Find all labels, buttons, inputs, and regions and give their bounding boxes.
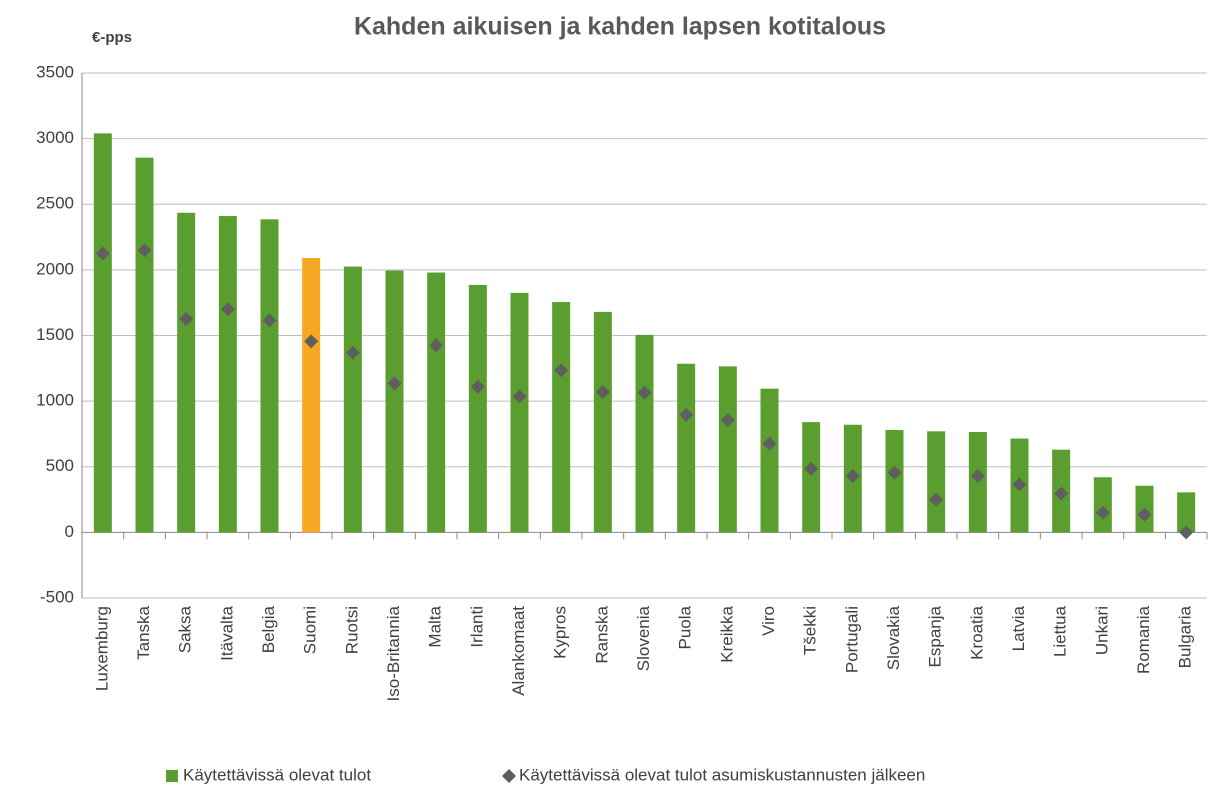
y-tick-label: 500: [46, 456, 74, 475]
bar: [260, 219, 279, 533]
x-tick-label: Belgia: [259, 605, 278, 653]
bar: [427, 272, 446, 533]
bar: [385, 270, 404, 533]
bar: [677, 363, 696, 533]
bar: [885, 430, 904, 533]
bar: [802, 422, 821, 533]
x-tick-label: Itävalta: [217, 605, 236, 660]
x-tick-label: Tanska: [134, 605, 153, 659]
bar: [302, 258, 321, 533]
bar: [468, 284, 487, 533]
diamond-marker: [429, 338, 444, 353]
x-tick-label: Unkari: [1092, 606, 1111, 655]
diamond-marker: [637, 385, 652, 400]
legend-label: Käytettävissä olevat tulot: [183, 765, 371, 784]
x-tick-label: Espanja: [926, 605, 945, 667]
y-tick-label: 2500: [36, 194, 74, 213]
bar: [1093, 477, 1112, 533]
x-tick-label: Liettua: [1051, 605, 1070, 657]
bar: [343, 266, 362, 533]
diamond-marker: [970, 468, 985, 483]
x-tick-label: Saksa: [176, 605, 195, 653]
bar: [552, 302, 571, 533]
legend-swatch: [502, 769, 516, 783]
bar: [135, 157, 154, 533]
x-tick-label: Bulgaria: [1176, 605, 1195, 668]
bar: [718, 366, 737, 533]
diamond-marker: [262, 313, 277, 328]
diamond-marker: [179, 312, 194, 327]
x-tick-label: Romania: [1134, 605, 1153, 674]
bar: [760, 388, 779, 533]
bar: [593, 311, 612, 533]
x-tick-label: Suomi: [301, 606, 320, 654]
x-tick-label: Kreikka: [717, 605, 736, 662]
diamond-marker: [929, 492, 944, 507]
y-axis-label: €-pps: [92, 29, 132, 46]
diamond-marker: [1095, 505, 1110, 520]
bar: [218, 216, 237, 533]
bar: [177, 212, 196, 533]
diamond-marker: [137, 243, 152, 258]
y-tick-label: 1000: [36, 391, 74, 410]
diamond-marker: [1054, 486, 1069, 501]
diamond-marker: [845, 468, 860, 483]
y-tick-label: 3000: [36, 128, 74, 147]
y-tick-label: 0: [65, 522, 74, 541]
x-tick-label: Malta: [426, 605, 445, 647]
diamond-marker: [720, 413, 735, 428]
diamond-marker: [679, 407, 694, 422]
diamond-marker: [345, 345, 360, 360]
x-tick-label: Alankomaat: [509, 606, 528, 696]
bar: [510, 292, 529, 533]
diamond-marker: [804, 461, 819, 476]
chart-title: Kahden aikuisen ja kahden lapsen kotital…: [354, 13, 886, 41]
y-tick-label: 2000: [36, 259, 74, 278]
x-tick-label: Ranska: [592, 605, 611, 663]
x-tick-label: Kypros: [551, 606, 570, 659]
x-tick-label: Irlanti: [467, 606, 486, 648]
bar: [927, 431, 946, 533]
diamond-marker: [1179, 525, 1194, 540]
x-tick-label: Luxemburg: [92, 606, 111, 691]
diamond-marker: [554, 363, 569, 378]
x-tick-label: Ruotsi: [342, 606, 361, 654]
x-tick-label: Slovenia: [634, 605, 653, 671]
x-tick-label: Iso-Britannia: [384, 605, 403, 701]
diamond-marker: [470, 379, 485, 394]
y-tick-label: 3500: [36, 62, 74, 81]
y-tick-label: -500: [40, 587, 74, 606]
legend-swatch: [166, 770, 178, 782]
x-tick-label: Kroatia: [967, 605, 986, 659]
bar: [93, 133, 112, 533]
diamond-marker: [1137, 507, 1152, 522]
x-tick-label: Latvia: [1009, 605, 1028, 651]
diamond-marker: [595, 384, 610, 399]
diamond-marker: [387, 376, 402, 391]
bar: [635, 334, 654, 533]
diamond-marker: [512, 389, 527, 404]
x-tick-label: Tšekki: [801, 606, 820, 655]
diamond-marker: [762, 436, 777, 451]
diamond-marker: [95, 246, 110, 261]
x-tick-label: Viro: [759, 606, 778, 636]
bar: [1177, 492, 1196, 533]
x-tick-label: Slovakia: [884, 605, 903, 670]
diamond-marker: [304, 334, 319, 349]
x-tick-label: Puola: [676, 605, 695, 649]
legend-label: Käytettävissä olevat tulot asumiskustann…: [519, 765, 925, 784]
y-tick-label: 1500: [36, 325, 74, 344]
x-tick-label: Portugali: [842, 606, 861, 673]
diamond-marker: [220, 302, 235, 317]
diamond-marker: [887, 465, 902, 480]
diamond-marker: [1012, 477, 1027, 492]
